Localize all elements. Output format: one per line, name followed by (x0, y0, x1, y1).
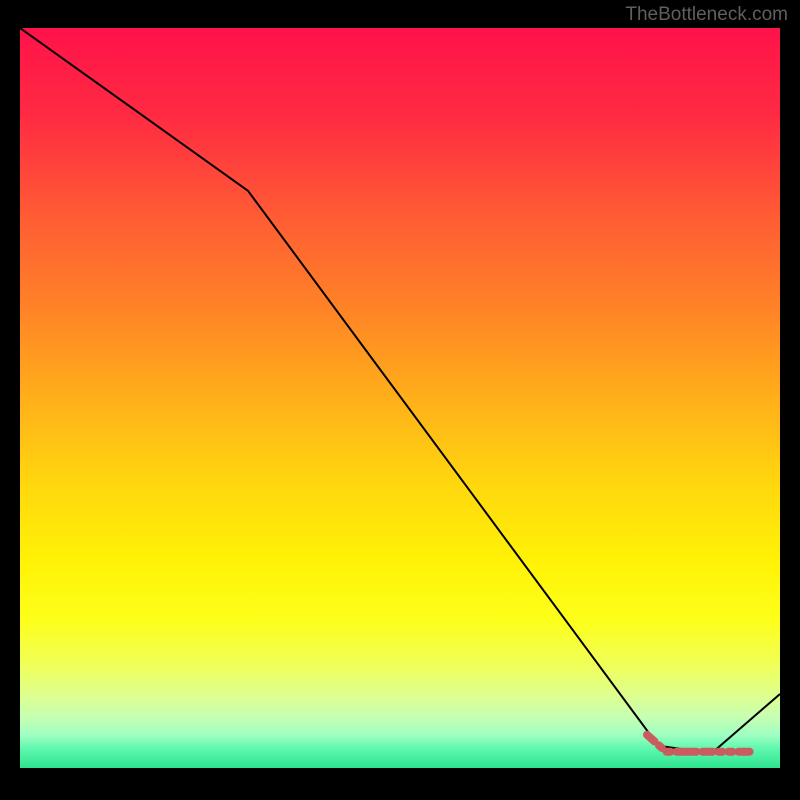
line-chart (20, 28, 780, 768)
watermark-text: TheBottleneck.com (625, 4, 788, 26)
chart-container (20, 28, 780, 768)
